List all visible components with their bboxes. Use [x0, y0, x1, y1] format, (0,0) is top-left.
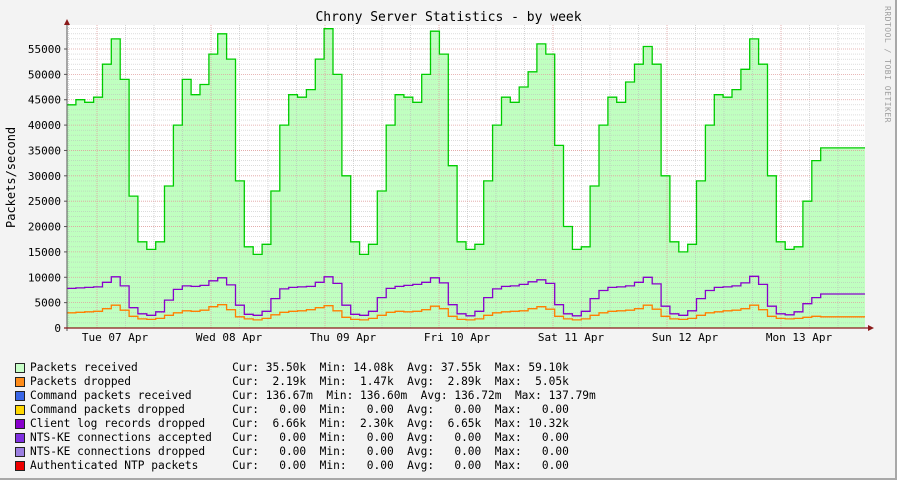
y-tick-label: 10000 [28, 271, 61, 284]
legend-row: Packets dropped Cur: 2.19k Min: 1.47k Av… [15, 375, 596, 389]
x-tick-label: Sun 12 Apr [652, 331, 719, 344]
legend-row: Packets received Cur: 35.50k Min: 14.08k… [15, 361, 596, 375]
packets-received-area [67, 28, 865, 328]
legend-text: NTS-KE connections accepted Cur: 0.00 Mi… [30, 431, 569, 444]
legend-swatch-icon [15, 405, 25, 415]
legend-swatch-icon [15, 447, 25, 457]
x-tick-label: Thu 09 Apr [310, 331, 377, 344]
x-tick-label: Wed 08 Apr [196, 331, 263, 344]
x-tick-label: Fri 10 Apr [424, 331, 491, 344]
y-tick-label: 5000 [35, 297, 62, 310]
legend-text: Authenticated NTP packets Cur: 0.00 Min:… [30, 459, 569, 472]
legend-text: Packets dropped Cur: 2.19k Min: 1.47k Av… [30, 375, 569, 388]
y-tick-label: 20000 [28, 221, 61, 234]
y-tick-label: 30000 [28, 170, 61, 183]
packets-dropped-line [67, 304, 865, 321]
y-tick-label: 0 [54, 322, 61, 335]
legend-text: Command packets dropped Cur: 0.00 Min: 0… [30, 403, 569, 416]
chart-plot: 0 5000 10000 15000 20000 25000 30000 35000 40000… [28, 19, 874, 344]
legend-swatch-icon [15, 461, 25, 471]
legend: Packets received Cur: 35.50k Min: 14.08k… [15, 361, 596, 473]
y-tick-label: 55000 [28, 43, 61, 56]
legend-swatch-icon [15, 377, 25, 387]
legend-row: NTS-KE connections accepted Cur: 0.00 Mi… [15, 431, 596, 445]
y-tick-label: 45000 [28, 94, 61, 107]
client-log-records-dropped-line [67, 275, 865, 317]
y-tick-label: 15000 [28, 246, 61, 259]
legend-swatch-icon [15, 391, 25, 401]
legend-swatch-icon [15, 433, 25, 443]
packets-received-line [67, 28, 865, 256]
legend-row: Command packets dropped Cur: 0.00 Min: 0… [15, 403, 596, 417]
legend-row: NTS-KE connections dropped Cur: 0.00 Min… [15, 445, 596, 459]
x-tick-label: Mon 13 Apr [766, 331, 833, 344]
legend-text: Client log records dropped Cur: 6.66k Mi… [30, 417, 569, 430]
y-tick-label: 25000 [28, 195, 61, 208]
y-tick-label: 50000 [28, 68, 61, 81]
legend-text: NTS-KE connections dropped Cur: 0.00 Min… [30, 445, 569, 458]
legend-swatch-icon [15, 363, 25, 373]
x-axis-arrow-icon [868, 325, 874, 331]
x-tick-label: Sat 11 Apr [538, 331, 605, 344]
chart-title: Chrony Server Statistics - by week [315, 10, 582, 25]
y-axis-arrow-icon [64, 19, 70, 25]
legend-text: Command packets received Cur: 136.67m Mi… [30, 389, 596, 402]
legend-swatch-icon [15, 419, 25, 429]
y-tick-label: 35000 [28, 144, 61, 157]
legend-row: Client log records dropped Cur: 6.66k Mi… [15, 417, 596, 431]
watermark: RRDTOOL / TOBI OETIKER [883, 6, 892, 123]
legend-row: Authenticated NTP packets Cur: 0.00 Min:… [15, 459, 596, 473]
y-tick-label: 40000 [28, 119, 61, 132]
legend-row: Command packets received Cur: 136.67m Mi… [15, 389, 596, 403]
x-tick-label: Tue 07 Apr [82, 331, 149, 344]
legend-text: Packets received Cur: 35.50k Min: 14.08k… [30, 361, 569, 374]
